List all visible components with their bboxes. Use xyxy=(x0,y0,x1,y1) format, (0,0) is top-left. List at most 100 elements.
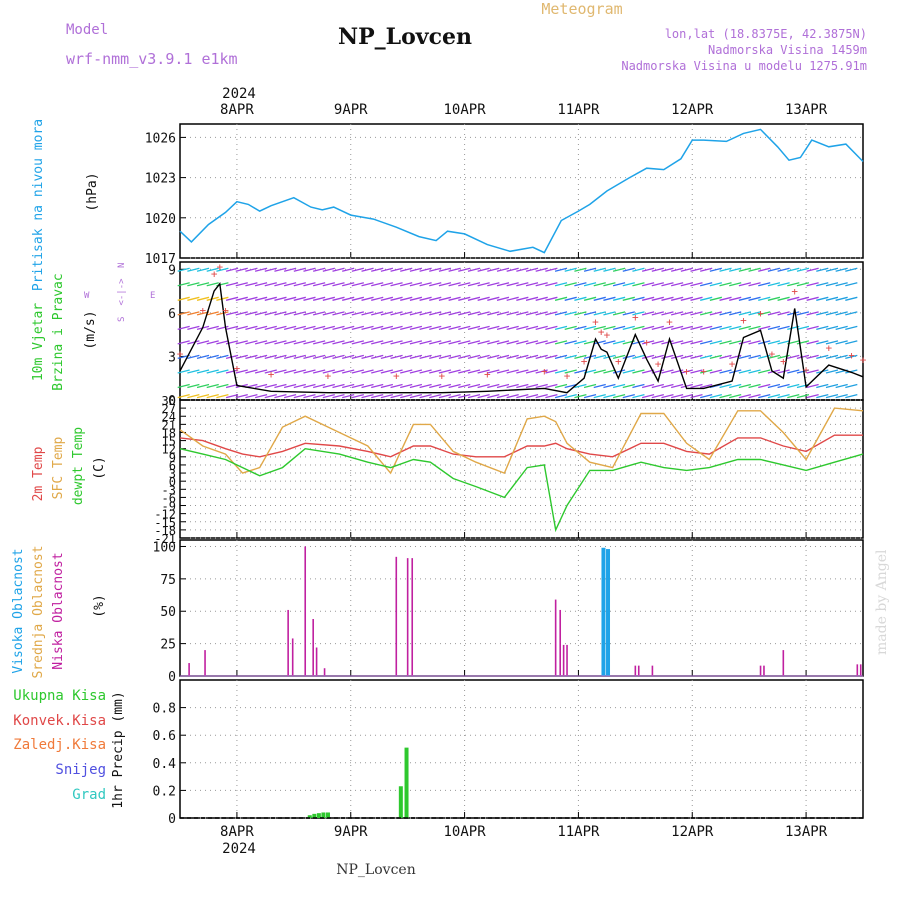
wind-barb xyxy=(845,383,858,389)
wind-barb xyxy=(506,394,519,399)
wind-barb xyxy=(825,325,839,330)
wind-barb xyxy=(700,311,713,316)
wind-barb xyxy=(777,383,790,389)
wind-barb xyxy=(312,311,326,316)
precip-ytick-label: 0.6 xyxy=(153,729,176,744)
wind-barb xyxy=(612,282,626,287)
wind-barb xyxy=(593,383,606,389)
wind-barb xyxy=(264,394,277,399)
wind-barb xyxy=(477,383,490,389)
cloud-low-bar xyxy=(651,665,654,676)
wind-barb xyxy=(438,354,452,360)
wind-barb xyxy=(816,267,829,272)
wind-barb xyxy=(225,267,239,272)
wind-barb xyxy=(603,369,616,374)
wind-barb xyxy=(574,354,587,360)
wind-barb xyxy=(293,354,306,360)
precip-ytick-label: 0.4 xyxy=(153,757,177,772)
wind-barb xyxy=(458,311,471,316)
wind-barb xyxy=(700,394,713,399)
wind-barb xyxy=(177,340,190,345)
wind-barb xyxy=(806,340,819,345)
wind-barb xyxy=(758,325,771,330)
wind-barb xyxy=(777,296,790,301)
wind-barb xyxy=(729,311,742,316)
wind-barb xyxy=(342,369,355,374)
wind-barb xyxy=(564,369,577,374)
wind-barb xyxy=(283,282,297,287)
wind-barb xyxy=(758,282,771,287)
wind-gust-marker: + xyxy=(803,363,810,376)
wind-barb xyxy=(206,394,219,399)
pressure-frame xyxy=(179,123,864,259)
wind-barb xyxy=(467,383,481,389)
day-label-bottom: 13APR xyxy=(785,824,828,840)
wind-gust-marker: + xyxy=(439,369,446,382)
wind-barb xyxy=(477,325,490,330)
t2m-line xyxy=(179,434,863,458)
pressure-unit: (hPa) xyxy=(85,172,100,211)
cloud-low-bar xyxy=(637,665,640,676)
wind-barb xyxy=(525,282,539,287)
wind-barb xyxy=(380,354,394,360)
wind-barb xyxy=(283,311,297,316)
temp-ytick-label: 0 xyxy=(169,475,176,489)
wind-barb xyxy=(429,311,442,316)
wind-barb xyxy=(651,296,664,301)
wind-barb xyxy=(545,267,558,272)
wind-barb xyxy=(835,383,848,389)
wind-barb xyxy=(748,394,761,399)
wind-barb xyxy=(506,325,519,330)
wind-barb xyxy=(787,383,800,389)
dewpt-line xyxy=(179,447,864,533)
wind-barb xyxy=(796,383,810,389)
wind-barb xyxy=(661,340,674,345)
wind-barb xyxy=(293,340,306,345)
wind-barb xyxy=(583,325,597,330)
wind-barb xyxy=(574,325,587,330)
wind-barb xyxy=(225,394,239,399)
wind-barb xyxy=(506,354,519,360)
wind-barb xyxy=(312,383,326,389)
wind-barb xyxy=(796,394,810,399)
wind-barb xyxy=(622,394,635,399)
wind-barb xyxy=(254,311,268,316)
wind-barb xyxy=(274,282,287,287)
wind-barb xyxy=(671,267,684,272)
wind-barb xyxy=(371,282,384,287)
wind-barb xyxy=(612,325,626,330)
wind-barb xyxy=(661,282,674,287)
wind-barb xyxy=(661,394,674,399)
wind-barb xyxy=(825,296,839,301)
wind-barb xyxy=(496,325,510,330)
wind-barb xyxy=(845,325,858,330)
wind-barb xyxy=(603,311,616,316)
wind-barb xyxy=(603,340,616,345)
wind-barb xyxy=(303,325,316,330)
wind-barb xyxy=(487,282,500,287)
wind-barb xyxy=(709,267,723,272)
temp-ytick-label: -6 xyxy=(162,491,176,505)
wind-barb xyxy=(264,354,277,360)
wind-barb xyxy=(729,394,742,399)
year-top: 2024 xyxy=(222,86,256,102)
wind-barb xyxy=(448,282,461,287)
wind-barb xyxy=(429,369,442,374)
wind-barb xyxy=(380,340,394,345)
wind-barb xyxy=(477,354,490,360)
wind-barb xyxy=(545,354,558,360)
wind-barb xyxy=(254,369,268,374)
wind-barb xyxy=(390,311,403,316)
wind-barb xyxy=(274,354,287,360)
wind-barb xyxy=(661,383,674,389)
temp-ytick-label: -3 xyxy=(162,483,176,497)
wind-barb xyxy=(390,282,403,287)
wind-barb xyxy=(342,394,355,399)
wind-barb xyxy=(448,311,461,316)
wind-barb xyxy=(245,369,258,374)
wind-barb xyxy=(322,383,335,389)
wind-barb xyxy=(351,267,365,272)
wind-barb xyxy=(825,340,839,345)
precip-bar xyxy=(398,786,403,818)
